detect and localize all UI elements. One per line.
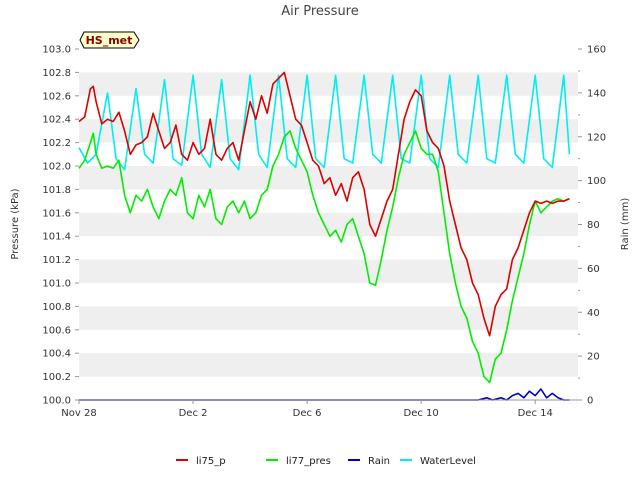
- x-tick-label: Dec 6: [293, 408, 322, 419]
- legend-label-WaterLevel: WaterLevel: [420, 456, 476, 467]
- series-line-li75_p: [78, 71, 570, 337]
- grid-band: [79, 259, 578, 283]
- y2-tick-label: 60: [587, 264, 600, 275]
- legend-label-Rain: Rain: [368, 456, 390, 467]
- x-tick-label: Dec 2: [179, 408, 208, 419]
- y-tick-label: 103.0: [42, 45, 71, 56]
- y2-tick-label: 120: [587, 132, 606, 143]
- y2-tick-label: 140: [587, 88, 606, 99]
- x-tick-label: Nov 28: [61, 408, 96, 419]
- series-line-WaterLevel: [78, 74, 571, 171]
- grid-band: [79, 353, 578, 377]
- y2-tick-label: 80: [587, 220, 600, 231]
- legend-label-li77_pres: li77_pres: [286, 456, 331, 467]
- chart-title: Air Pressure: [281, 4, 359, 19]
- legend-label-li75_p: li75_p: [196, 456, 226, 467]
- series-line-Rain: [79, 388, 570, 401]
- y-tick-label: 101.4: [42, 232, 71, 243]
- legend: li75_p li77_pres Rain WaterLevel: [176, 456, 476, 467]
- station-badge[interactable]: HS_met: [79, 31, 140, 49]
- y-tick-label: 102.4: [42, 115, 71, 126]
- y2-tick-label: 160: [587, 45, 606, 56]
- y-tick-label: 102.8: [42, 68, 71, 79]
- y-tick-label: 100.0: [42, 396, 71, 407]
- y-tick-label: 100.2: [42, 372, 71, 383]
- y2-tick-label: 40: [587, 308, 600, 319]
- y2-axis-title: Rain (mm): [620, 198, 631, 251]
- y2-tick-label: 20: [587, 352, 600, 363]
- station-badge-label: HS_met: [86, 34, 133, 47]
- y-tick-label: 100.4: [42, 349, 71, 360]
- y-tick-label: 102.2: [42, 138, 71, 149]
- grid-band: [79, 166, 578, 190]
- y2-tick-label: 0: [587, 396, 593, 407]
- series-line-li77_pres: [78, 130, 570, 384]
- y-tick-label: 100.8: [42, 302, 71, 313]
- grid-band: [79, 72, 578, 96]
- y-tick-label: 102.6: [42, 91, 71, 102]
- y-tick-label: 101.0: [42, 279, 71, 290]
- series-layer: [78, 71, 571, 401]
- y-axis-title: Pressure (kPa): [10, 188, 21, 259]
- y-tick-label: 101.8: [42, 185, 71, 196]
- y-tick-label: 100.6: [42, 325, 71, 336]
- y-tick-label: 102.0: [42, 162, 71, 173]
- y2-tick-label: 100: [587, 176, 606, 187]
- grid-band: [79, 306, 578, 330]
- x-tick-label: Dec 10: [404, 408, 439, 419]
- grid-bands: [79, 49, 578, 400]
- axes: 100.0 100.2 100.4 100.6 100.8 101.0 101.2 101.4…: [42, 45, 606, 420]
- y-tick-label: 101.6: [42, 208, 71, 219]
- y-tick-label: 101.2: [42, 255, 71, 266]
- x-tick-label: Dec 14: [518, 408, 553, 419]
